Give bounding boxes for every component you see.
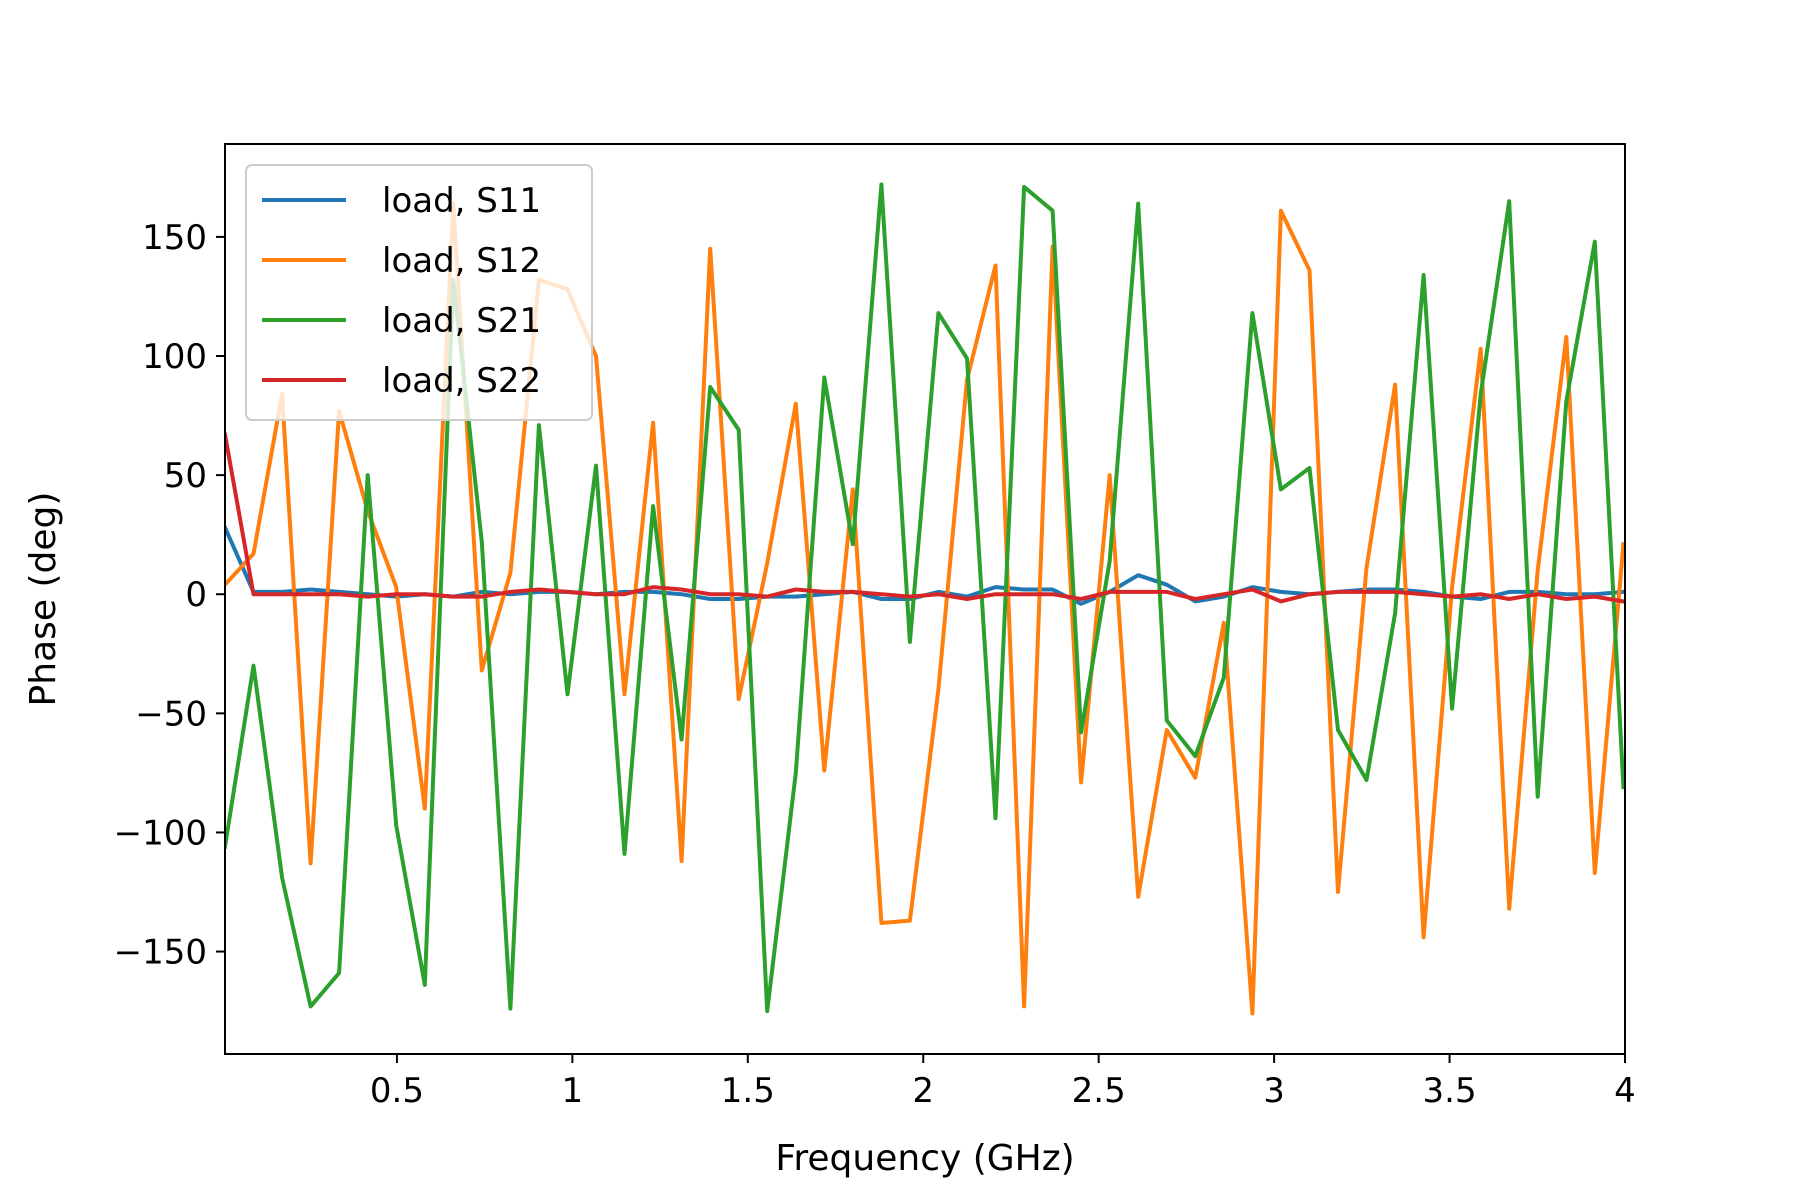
legend-label-s21: load, S21	[382, 301, 541, 341]
x-tick-label: 3.5	[1423, 1071, 1477, 1111]
x-tick-label: 1	[562, 1071, 584, 1111]
plot-frame	[224, 143, 1626, 1055]
legend-label-s22: load, S22	[382, 361, 541, 401]
y-tick-label: 50	[164, 456, 207, 496]
y-tick-label: −100	[114, 813, 207, 853]
y-axis-label: Phase (deg)	[23, 492, 64, 707]
x-tick-label: 0.5	[370, 1071, 424, 1111]
y-tick-label: −50	[135, 694, 207, 734]
y-tick-label: 0	[185, 575, 207, 615]
legend: load, S11 load, S12 load, S21 load, S22	[245, 164, 593, 421]
y-tick-label: 100	[142, 337, 207, 377]
x-axis-label: Frequency (GHz)	[775, 1138, 1074, 1179]
legend-label-s11: load, S11	[382, 181, 541, 221]
x-tick-label: 2	[912, 1071, 934, 1111]
x-tick-label: 3	[1263, 1071, 1285, 1111]
x-tick-label: 4	[1614, 1071, 1636, 1111]
series-line-load-s22	[225, 432, 1625, 604]
x-tick-label: 1.5	[721, 1071, 775, 1111]
x-axis: 0.5 1 1.5 2 2.5 3 3.5 4	[370, 1054, 1636, 1111]
legend-box	[245, 164, 593, 421]
y-tick-label: 150	[142, 218, 207, 258]
y-axis: 150 100 50 0 −50 −100 −150	[114, 218, 225, 973]
x-tick-label: 2.5	[1072, 1071, 1126, 1111]
legend-label-s12: load, S12	[382, 241, 541, 281]
y-tick-label: −150	[114, 933, 207, 973]
